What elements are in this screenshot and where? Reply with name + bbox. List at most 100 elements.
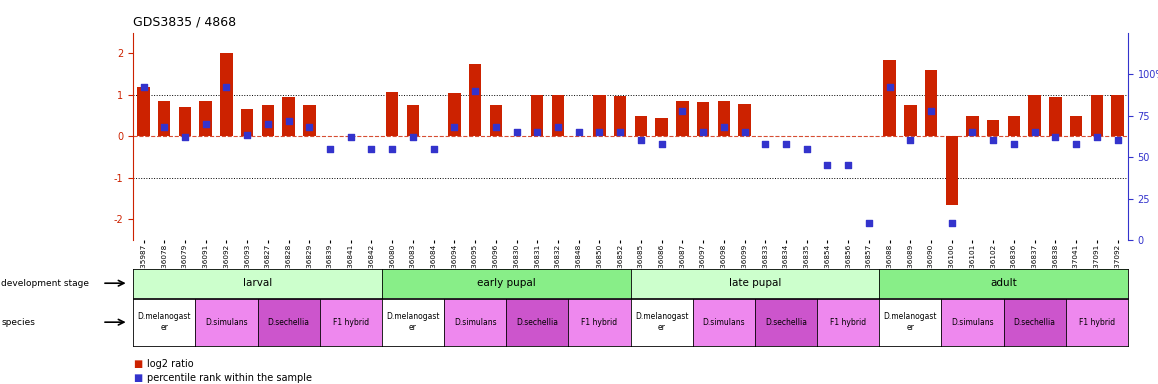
Point — [258, 121, 277, 127]
Bar — [1091, 95, 1104, 136]
Bar — [138, 86, 149, 136]
Text: D.simulans: D.simulans — [703, 318, 745, 327]
Bar — [614, 96, 626, 136]
Bar — [157, 101, 170, 136]
Bar — [987, 120, 999, 136]
Point — [549, 124, 567, 130]
Point — [1046, 134, 1064, 140]
Point — [321, 146, 339, 152]
Bar — [1112, 95, 1123, 136]
Point — [611, 129, 630, 135]
Point — [859, 220, 878, 227]
Point — [176, 134, 195, 140]
Bar — [739, 104, 750, 136]
Point — [279, 118, 298, 124]
Bar — [1028, 95, 1041, 136]
Point — [197, 121, 215, 127]
Bar — [220, 53, 233, 136]
Bar — [593, 95, 606, 136]
Point — [963, 129, 982, 135]
Point — [798, 146, 816, 152]
Text: D.sechellia: D.sechellia — [516, 318, 558, 327]
Point — [383, 146, 402, 152]
Point — [486, 124, 505, 130]
Bar — [1007, 116, 1020, 136]
Text: F1 hybrid: F1 hybrid — [830, 318, 866, 327]
Point — [300, 124, 318, 130]
Point — [901, 137, 919, 144]
Bar — [904, 105, 916, 136]
Point — [1067, 141, 1085, 147]
Bar — [199, 101, 212, 136]
Point — [466, 88, 484, 94]
Text: D.melanogast
er: D.melanogast er — [635, 313, 688, 332]
Text: D.simulans: D.simulans — [951, 318, 994, 327]
Point — [591, 129, 609, 135]
Text: development stage: development stage — [1, 279, 89, 288]
Point — [134, 84, 153, 91]
Point — [880, 84, 899, 91]
Text: ■: ■ — [133, 359, 142, 369]
Point — [735, 129, 754, 135]
Bar — [241, 109, 254, 136]
Point — [404, 134, 423, 140]
Text: D.melanogast
er: D.melanogast er — [138, 313, 191, 332]
Bar — [262, 105, 274, 136]
Point — [652, 141, 670, 147]
Bar — [469, 64, 482, 136]
Bar — [283, 97, 295, 136]
Point — [155, 124, 174, 130]
Text: adult: adult — [990, 278, 1017, 288]
Point — [1005, 141, 1024, 147]
Point — [631, 137, 650, 144]
Point — [1108, 137, 1127, 144]
Bar — [635, 116, 647, 136]
Point — [1087, 134, 1106, 140]
Text: log2 ratio: log2 ratio — [147, 359, 193, 369]
Text: F1 hybrid: F1 hybrid — [1079, 318, 1115, 327]
Text: F1 hybrid: F1 hybrid — [332, 318, 369, 327]
Point — [819, 162, 837, 169]
Bar — [925, 70, 937, 136]
Bar — [448, 93, 461, 136]
Point — [673, 108, 691, 114]
Bar — [551, 95, 564, 136]
Text: early pupal: early pupal — [477, 278, 535, 288]
Point — [570, 129, 588, 135]
Point — [237, 132, 256, 139]
Bar — [303, 105, 315, 136]
Point — [694, 129, 712, 135]
Text: D.melanogast
er: D.melanogast er — [386, 313, 440, 332]
Point — [714, 124, 733, 130]
Text: D.sechellia: D.sechellia — [765, 318, 807, 327]
Bar — [386, 91, 398, 136]
Point — [362, 146, 381, 152]
Text: species: species — [1, 318, 35, 327]
Point — [777, 141, 796, 147]
Text: ■: ■ — [133, 373, 142, 383]
Bar — [676, 101, 689, 136]
Bar — [966, 116, 979, 136]
Point — [922, 108, 940, 114]
Text: late pupal: late pupal — [728, 278, 780, 288]
Bar — [1049, 97, 1062, 136]
Point — [342, 134, 360, 140]
Bar — [532, 95, 543, 136]
Point — [943, 220, 961, 227]
Bar — [884, 60, 896, 136]
Point — [756, 141, 775, 147]
Text: percentile rank within the sample: percentile rank within the sample — [147, 373, 312, 383]
Bar — [946, 136, 958, 205]
Text: D.sechellia: D.sechellia — [267, 318, 309, 327]
Point — [218, 84, 236, 91]
Text: GDS3835 / 4868: GDS3835 / 4868 — [133, 16, 236, 29]
Point — [445, 124, 463, 130]
Point — [424, 146, 442, 152]
Text: D.simulans: D.simulans — [454, 318, 497, 327]
Text: D.sechellia: D.sechellia — [1013, 318, 1056, 327]
Point — [507, 129, 526, 135]
Bar — [406, 105, 419, 136]
Text: D.simulans: D.simulans — [205, 318, 248, 327]
Text: F1 hybrid: F1 hybrid — [581, 318, 617, 327]
Point — [838, 162, 857, 169]
